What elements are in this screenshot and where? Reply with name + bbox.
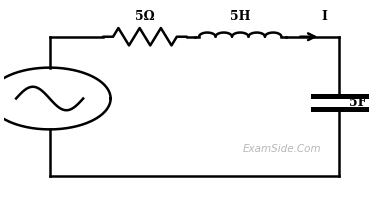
Text: ExamSide.Com: ExamSide.Com bbox=[243, 144, 321, 154]
Text: 5F: 5F bbox=[349, 96, 366, 109]
Text: 5Ω: 5Ω bbox=[135, 10, 155, 23]
Text: 5H: 5H bbox=[230, 10, 251, 23]
Text: I: I bbox=[321, 10, 327, 23]
